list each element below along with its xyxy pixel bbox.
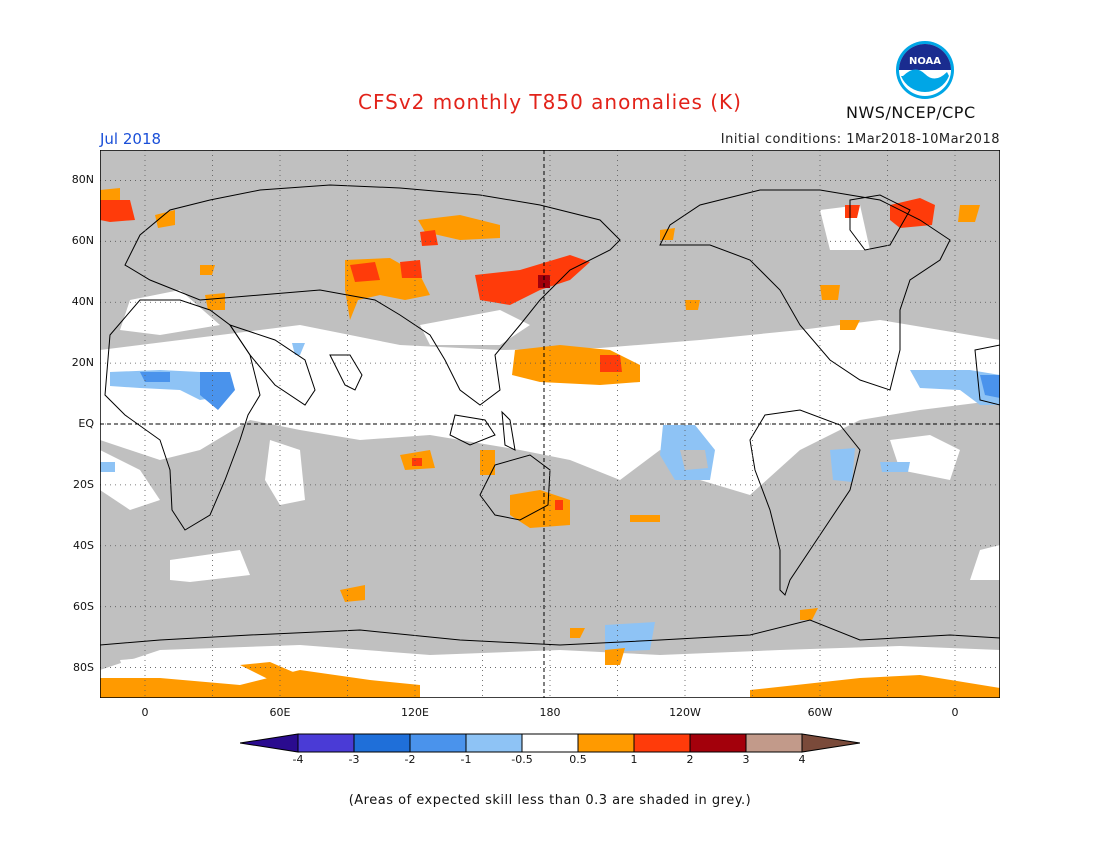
colorbar-box — [745, 733, 803, 753]
warm-anomalies-strong — [100, 198, 935, 510]
colorbar-tick-label: 1 — [630, 753, 638, 766]
colorbar-tick-label: -3 — [348, 753, 360, 766]
lat-label: EQ — [78, 417, 94, 430]
lat-label: 60N — [71, 234, 94, 248]
lat-label: 60S — [73, 599, 94, 613]
anomaly-map — [100, 150, 1000, 698]
lat-label: 20N — [71, 356, 94, 370]
lon-label: 120E — [401, 706, 429, 719]
colorbar-box — [577, 733, 635, 753]
colorbar-min-arrow — [240, 733, 299, 753]
agency-label: NWS/NCEP/CPC — [846, 103, 976, 122]
colorbar-box — [297, 733, 355, 753]
colorbar-tick-label: -0.5 — [511, 753, 533, 766]
lon-label: 180 — [539, 706, 561, 719]
colorbar-tick-label: -2 — [404, 753, 416, 766]
map-title: CFSv2 monthly T850 anomalies (K) — [358, 90, 742, 114]
skill-white-areas — [100, 205, 1000, 698]
forecast-month: Jul 2018 — [100, 130, 162, 148]
lat-label: 40S — [73, 538, 94, 552]
colorbar-max-arrow — [801, 733, 860, 753]
colorbar-box — [633, 733, 691, 753]
colorbar-box — [409, 733, 467, 753]
lat-label: 20S — [73, 477, 94, 491]
colorbar-tick-label: 3 — [742, 753, 750, 766]
skill-footnote: (Areas of expected skill less than 0.3 a… — [348, 793, 752, 808]
lon-label: 0 — [951, 706, 959, 719]
colorbar-box — [353, 733, 411, 753]
lat-label: 40N — [71, 295, 94, 309]
colorbar — [240, 733, 860, 753]
initial-conditions: Initial conditions: 1Mar2018-10Mar2018 — [720, 132, 1000, 147]
colorbar-box — [521, 733, 579, 753]
colorbar-box — [689, 733, 747, 753]
colorbar-tick-label: 0.5 — [569, 753, 587, 766]
lat-label: 80S — [73, 660, 94, 674]
lon-label: 120W — [669, 706, 701, 719]
colorbar-tick-label: 2 — [686, 753, 694, 766]
noaa-logo: NOAA — [896, 41, 954, 99]
warm-anomalies-core — [538, 275, 550, 288]
noaa-logo-text: NOAA — [909, 56, 941, 67]
colorbar-tick-label: -1 — [460, 753, 472, 766]
lon-label: 0 — [141, 706, 149, 719]
lat-label: 80N — [71, 173, 94, 187]
cool-anomalies-strong — [140, 372, 1000, 410]
colorbar-box — [465, 733, 523, 753]
colorbar-tick-label: 4 — [798, 753, 806, 766]
colorbar-tick-label: -4 — [292, 753, 304, 766]
lon-label: 60W — [807, 706, 833, 719]
lon-label: 60E — [269, 706, 291, 719]
